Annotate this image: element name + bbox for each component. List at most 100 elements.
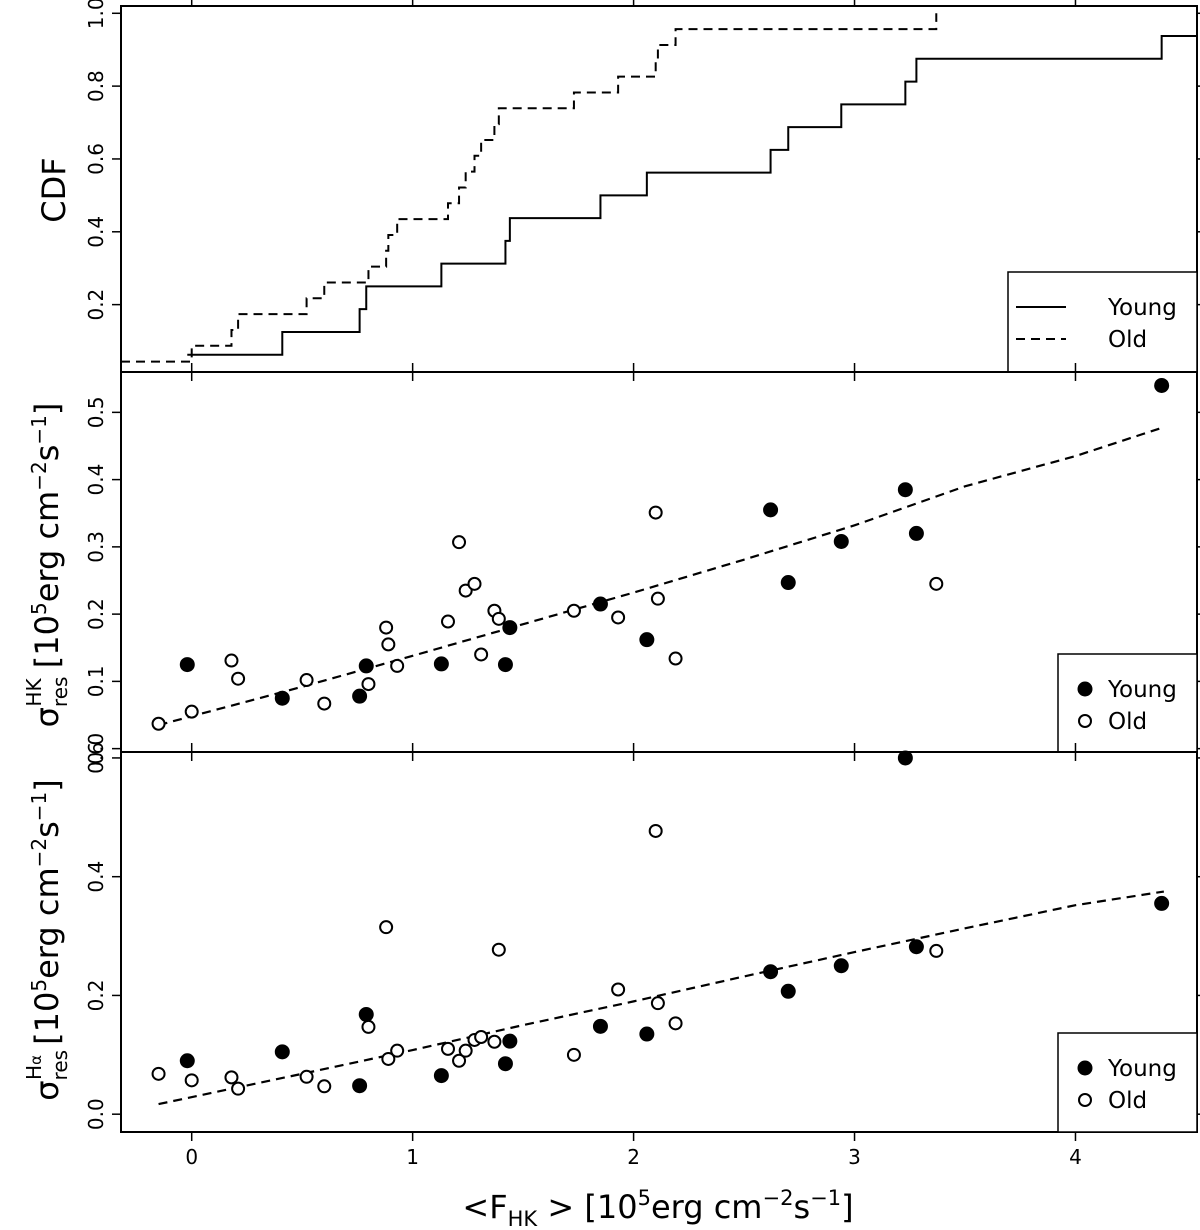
young-point <box>592 1018 608 1034</box>
young-point <box>833 958 849 974</box>
legend: Young Old <box>1007 271 1198 373</box>
young-point <box>497 657 513 673</box>
y-tick-label: 0.2 <box>84 289 108 321</box>
y-tick-label: 0.3 <box>84 531 108 563</box>
old-point <box>440 614 455 629</box>
old-point <box>151 716 166 731</box>
old-point <box>929 943 944 958</box>
young-point <box>592 596 608 612</box>
y-tick-label: 0.1 <box>84 665 108 697</box>
old-point <box>224 1070 239 1085</box>
legend-box <box>1057 1032 1198 1133</box>
y-tick-label: 0.6 <box>84 742 108 774</box>
x-tick-label: 3 <box>848 1145 861 1169</box>
old-point <box>299 673 314 688</box>
legend-box <box>1057 653 1198 753</box>
old-point <box>361 677 376 692</box>
old-point <box>648 505 663 520</box>
panel-cdf: 0.2 0.4 0.6 0.8 1.0 Young Old <box>84 0 1200 381</box>
x-tick-label: 2 <box>627 1145 640 1169</box>
old-point <box>381 1051 396 1066</box>
old-point <box>184 704 199 719</box>
legend-label-young: Young <box>1107 1056 1177 1082</box>
young-point <box>274 690 290 706</box>
old-point <box>611 610 626 625</box>
young-point <box>897 750 913 766</box>
old-point <box>390 1043 405 1058</box>
young-point <box>274 1044 290 1060</box>
old-point <box>151 1066 166 1081</box>
y-tick-label: 0.0 <box>84 733 108 765</box>
y-tick-label: 0.8 <box>84 70 108 102</box>
old-point <box>491 611 506 626</box>
young-point <box>639 1026 655 1042</box>
y-tick-label: 0.4 <box>84 861 108 893</box>
old-point <box>440 1041 455 1056</box>
old-point <box>648 823 663 838</box>
old-point <box>668 1016 683 1031</box>
old-point <box>929 576 944 591</box>
young-point <box>358 1006 374 1022</box>
old-point <box>650 591 665 606</box>
old-point <box>668 651 683 666</box>
young-point <box>763 502 779 518</box>
young-point <box>908 525 924 541</box>
young-point <box>833 533 849 549</box>
legend-box <box>1007 271 1198 373</box>
legend-label-young: Young <box>1107 295 1177 321</box>
legend: Young Old <box>1057 653 1198 753</box>
old-point <box>379 920 394 935</box>
old-point <box>381 637 396 652</box>
old-point <box>224 653 239 668</box>
young-point <box>179 1053 195 1069</box>
young-point <box>433 1068 449 1084</box>
old-point <box>317 696 332 711</box>
old-point <box>474 647 489 662</box>
old-point <box>361 1019 376 1034</box>
old-point <box>491 942 506 957</box>
y-tick-label: 0.2 <box>84 980 108 1012</box>
old-point <box>299 1069 314 1084</box>
old-point <box>566 1047 581 1062</box>
old-point <box>452 1053 467 1068</box>
young-point <box>897 482 913 498</box>
old-point <box>650 996 665 1011</box>
young-point <box>358 658 374 674</box>
legend-label-old: Old <box>1108 1088 1147 1114</box>
legend-label-young: Young <box>1107 677 1177 703</box>
x-tick-label: 0 <box>185 1145 198 1169</box>
halpha-y-axis-title: σresHα [105erg cm−2s−1] <box>22 779 72 1101</box>
young-point <box>352 1078 368 1094</box>
young-point <box>352 688 368 704</box>
legend: Young Old <box>1057 1032 1198 1133</box>
young-point <box>502 1033 518 1049</box>
young-point <box>908 939 924 955</box>
old-point <box>566 603 581 618</box>
legend-marker-old <box>1078 714 1092 728</box>
cdf-line-young <box>187 35 1197 356</box>
old-point <box>467 576 482 591</box>
panel-hk: 0.0 0.1 0.2 0.3 0.4 0.5 Young Old <box>84 363 1200 765</box>
old-point <box>317 1079 332 1094</box>
cdf-y-axis-title: CDF <box>35 157 73 222</box>
y-tick-label: 0.6 <box>84 143 108 175</box>
young-point <box>780 983 796 999</box>
legend-marker-young <box>1077 1060 1093 1076</box>
panel-frame <box>120 751 1198 1133</box>
legend-label-old: Old <box>1108 327 1147 353</box>
y-tick-label: 0.2 <box>84 598 108 630</box>
fit-line <box>158 890 1165 1106</box>
hk-y-axis-title: σresHK [105erg cm−2s−1] <box>22 403 72 728</box>
y-tick-label: 1.0 <box>84 0 108 29</box>
young-point <box>179 657 195 673</box>
y-tick-label: 0.0 <box>84 1098 108 1130</box>
old-point <box>390 658 405 673</box>
legend-label-old: Old <box>1108 709 1147 735</box>
old-point <box>231 671 246 686</box>
legend-marker-old <box>1078 1093 1092 1107</box>
young-point <box>502 620 518 636</box>
cdf-line-old <box>121 13 938 363</box>
legend-marker-young <box>1077 681 1093 697</box>
y-tick-label: 0.4 <box>84 216 108 248</box>
